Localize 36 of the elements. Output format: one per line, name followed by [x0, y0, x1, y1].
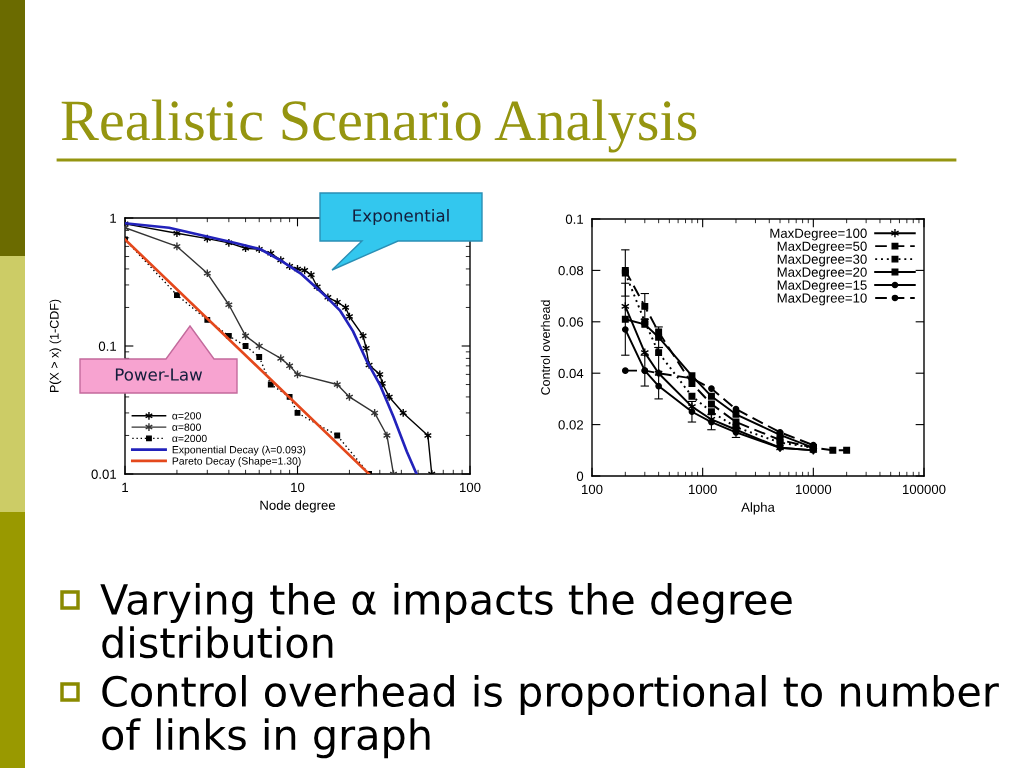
text: Control overhead is proportional to number of links in graph [102, 675, 999, 759]
text: Varying the α impacts the degree distribution [100, 583, 792, 659]
legend-label: α=2000 [172, 434, 207, 443]
legend-label: MaxDegree=30 [777, 254, 867, 267]
x-axis-title: Alpha [741, 502, 775, 515]
annotation: Power-Law [115, 368, 203, 381]
x-axis-title: Node degree [260, 500, 336, 513]
annotation: Exponential [353, 208, 449, 226]
y-tick-label: 0.1 [565, 214, 584, 224]
legend-label: MaxDegree=100 [770, 228, 867, 241]
y-axis-title: P(X > x) (1-CDF) [49, 299, 62, 393]
y-tick-label: 0 [576, 471, 584, 481]
y-tick-label: 0.02 [558, 420, 584, 430]
legend-label: MaxDegree=10 [777, 293, 867, 306]
x-tick-label: 1000 [689, 484, 717, 495]
legend-label: MaxDegree=20 [777, 267, 867, 280]
x-tick-label: 100000 [902, 484, 946, 495]
x-tick-label: 10 [291, 482, 305, 493]
y-axis-title: Control overhead [540, 300, 550, 395]
y-tick-label: 0.06 [558, 317, 584, 327]
y-tick-label: 1 [110, 213, 117, 223]
x-tick-label: 100 [460, 482, 481, 493]
legend-label: Exponential Decay (λ=0.093) [172, 445, 306, 456]
y-tick-label: 0.1 [98, 341, 117, 351]
legend-label: MaxDegree=15 [777, 280, 867, 293]
text: Realistic Scenario Analysis [61, 99, 697, 153]
legend-label: α=800 [172, 423, 201, 431]
y-tick-label: 0.04 [558, 368, 584, 379]
x-tick-label: 1 [122, 482, 129, 492]
y-tick-label: 0.01 [91, 469, 117, 479]
legend-label: α=200 [172, 412, 201, 420]
legend-label: MaxDegree=50 [777, 241, 867, 254]
x-tick-label: 10000 [796, 484, 832, 495]
legend-label: Pareto Decay (Shape=1.30) [172, 457, 301, 467]
x-tick-label: 100 [582, 484, 603, 495]
y-tick-label: 0.08 [558, 265, 584, 276]
